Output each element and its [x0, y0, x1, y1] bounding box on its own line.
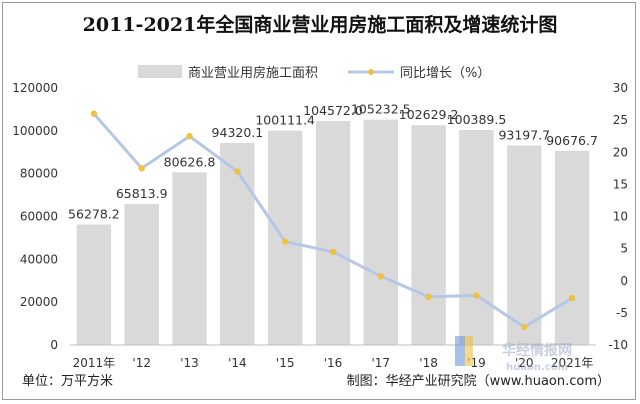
x-tick-label: '12: [132, 356, 151, 370]
y-right-tick-label: -5: [616, 306, 628, 320]
bar-value-label: 105232.5: [351, 102, 411, 117]
unit-note: 单位：万平方米: [22, 373, 113, 389]
x-tick-label: '13: [180, 356, 199, 370]
watermark: 华经情报网 huaon.com: [455, 336, 572, 373]
y-right-tick-label: 20: [613, 145, 628, 159]
x-tick-label: '15: [276, 356, 295, 370]
bar-value-label: 80626.8: [164, 154, 216, 169]
x-tick-label: '14: [228, 356, 247, 370]
y-left-tick-label: 60000: [20, 210, 58, 224]
bar: [507, 145, 542, 345]
bar-value-label: 93197.7: [498, 127, 550, 142]
bar: [315, 121, 351, 345]
growth-point: [521, 323, 528, 331]
bar-value-label: 56278.2: [68, 207, 120, 222]
y-right-tick-label: 15: [613, 177, 628, 191]
growth-point: [186, 133, 193, 140]
bar: [172, 172, 207, 345]
bar: [268, 130, 303, 345]
legend-bar-label: 商业营业用房施工面积: [188, 65, 318, 81]
growth-point: [329, 248, 337, 255]
y-left-tick-label: 20000: [20, 295, 58, 309]
legend: 商业营业用房施工面积 同比增长（%）: [138, 65, 490, 81]
y-right-tick-label: -10: [608, 338, 628, 352]
growth-point: [90, 110, 98, 117]
growth-point: [473, 292, 480, 299]
x-tick-label: 2021年: [551, 356, 594, 370]
legend-line-label: 同比增长（%）: [400, 66, 490, 81]
bar: [76, 224, 112, 345]
growth-point: [568, 294, 576, 302]
watermark-logo: [455, 336, 465, 366]
x-tick-label: '20: [515, 356, 534, 370]
bar: [220, 143, 255, 345]
y-right-tick-label: 30: [613, 81, 628, 95]
bar-value-label: 65813.9: [116, 186, 168, 201]
bar-value-label: 90676.7: [546, 133, 598, 148]
growth-point: [425, 293, 432, 300]
bar: [124, 204, 159, 345]
bar: [411, 125, 446, 345]
bar-value-label: 100389.5: [447, 112, 507, 127]
growth-point: [138, 165, 145, 172]
y-left-tick-label: 120000: [12, 81, 58, 95]
source-note: 制图：华经产业研究院（www.huaon.com）: [347, 374, 610, 389]
legend-line-marker: [368, 69, 374, 75]
bar: [554, 150, 590, 345]
bar-value-label: 102629.2: [399, 107, 459, 122]
x-tick-label: '16: [324, 356, 343, 370]
bar-value-label: 100111.4: [255, 113, 315, 128]
watermark-text: 华经情报网: [502, 342, 572, 359]
y-left-tick-label: 0: [50, 338, 58, 352]
watermark-logo-accent: [465, 336, 473, 366]
growth-point: [377, 273, 384, 280]
y-left-tick-label: 40000: [20, 252, 58, 266]
x-tick-label: '18: [419, 356, 438, 370]
watermark-subtext: huaon.com: [506, 362, 568, 373]
bar-value-label: 94320.1: [212, 125, 264, 140]
y-right-tick-label: 25: [613, 113, 628, 127]
y-left-tick-label: 100000: [12, 124, 58, 138]
x-tick-label: '17: [372, 356, 391, 370]
growth-point: [282, 238, 289, 245]
x-tick-label: 2011年: [73, 356, 116, 370]
y-right-tick-label: 10: [613, 210, 628, 224]
legend-bar-swatch: [138, 65, 182, 78]
y-right-tick-label: 0: [620, 274, 628, 288]
chart-title: 2011-2021年全国商业营业用房施工面积及增速统计图: [83, 13, 558, 36]
bar-value-label: 104572.0: [303, 103, 363, 118]
bar: [459, 130, 494, 345]
growth-point: [234, 168, 241, 175]
y-right-tick-label: 5: [620, 242, 628, 256]
bar: [363, 119, 398, 345]
y-left-tick-label: 80000: [20, 167, 58, 181]
